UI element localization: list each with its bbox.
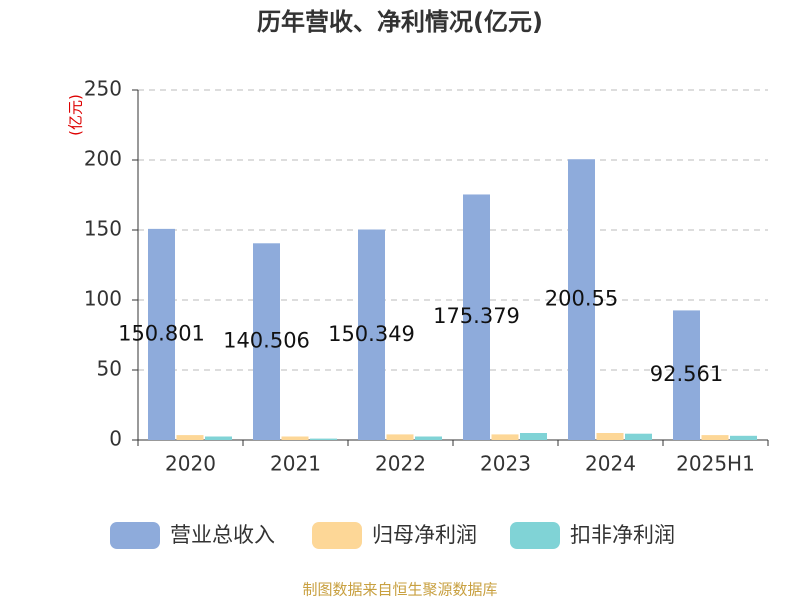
- bar: [148, 228, 175, 440]
- bar: [730, 435, 757, 440]
- bar: [701, 435, 729, 440]
- bar: [176, 435, 204, 440]
- bar: [463, 194, 490, 440]
- legend-label: 归母净利润: [372, 523, 477, 547]
- bar: [491, 434, 519, 440]
- legend-label: 营业总收入: [170, 523, 275, 547]
- data-label: 175.379: [433, 304, 520, 328]
- y-tick-label: 0: [109, 427, 122, 451]
- legend-label: 扣非净利润: [570, 523, 675, 547]
- y-tick-label: 100: [84, 287, 122, 311]
- x-tick-label: 2024: [585, 452, 636, 476]
- y-tick-label: 200: [84, 147, 122, 171]
- bar: [310, 438, 337, 440]
- bar: [568, 159, 595, 441]
- x-tick-label: 2025H1: [676, 452, 755, 476]
- y-tick-label: 150: [84, 217, 122, 241]
- bar: [253, 243, 280, 440]
- data-label: 140.506: [223, 329, 310, 353]
- legend-swatch: [510, 522, 560, 549]
- bar: [415, 436, 442, 440]
- data-label: 150.801: [118, 321, 205, 345]
- y-tick-label: 50: [97, 357, 122, 381]
- y-axis-label: (亿元): [67, 94, 85, 136]
- y-tick-label: 250: [84, 77, 122, 101]
- data-label: 200.55: [545, 287, 618, 311]
- bar: [520, 433, 547, 440]
- bar: [358, 229, 385, 440]
- source-note: 制图数据来自恒生聚源数据库: [302, 581, 497, 599]
- data-label: 92.561: [650, 362, 723, 386]
- bar: [281, 436, 309, 440]
- bar: [625, 433, 652, 440]
- bar: [205, 436, 232, 440]
- chart-title: 历年营收、净利情况(亿元): [257, 8, 543, 36]
- bar: [596, 433, 624, 440]
- legend-swatch: [312, 522, 362, 549]
- data-label: 150.349: [328, 322, 415, 346]
- x-tick-label: 2021: [270, 452, 321, 476]
- x-tick-label: 2022: [375, 452, 426, 476]
- bar: [673, 310, 700, 440]
- bar: [386, 434, 414, 440]
- legend-swatch: [110, 522, 160, 549]
- x-tick-label: 2023: [480, 452, 531, 476]
- x-tick-label: 2020: [165, 452, 216, 476]
